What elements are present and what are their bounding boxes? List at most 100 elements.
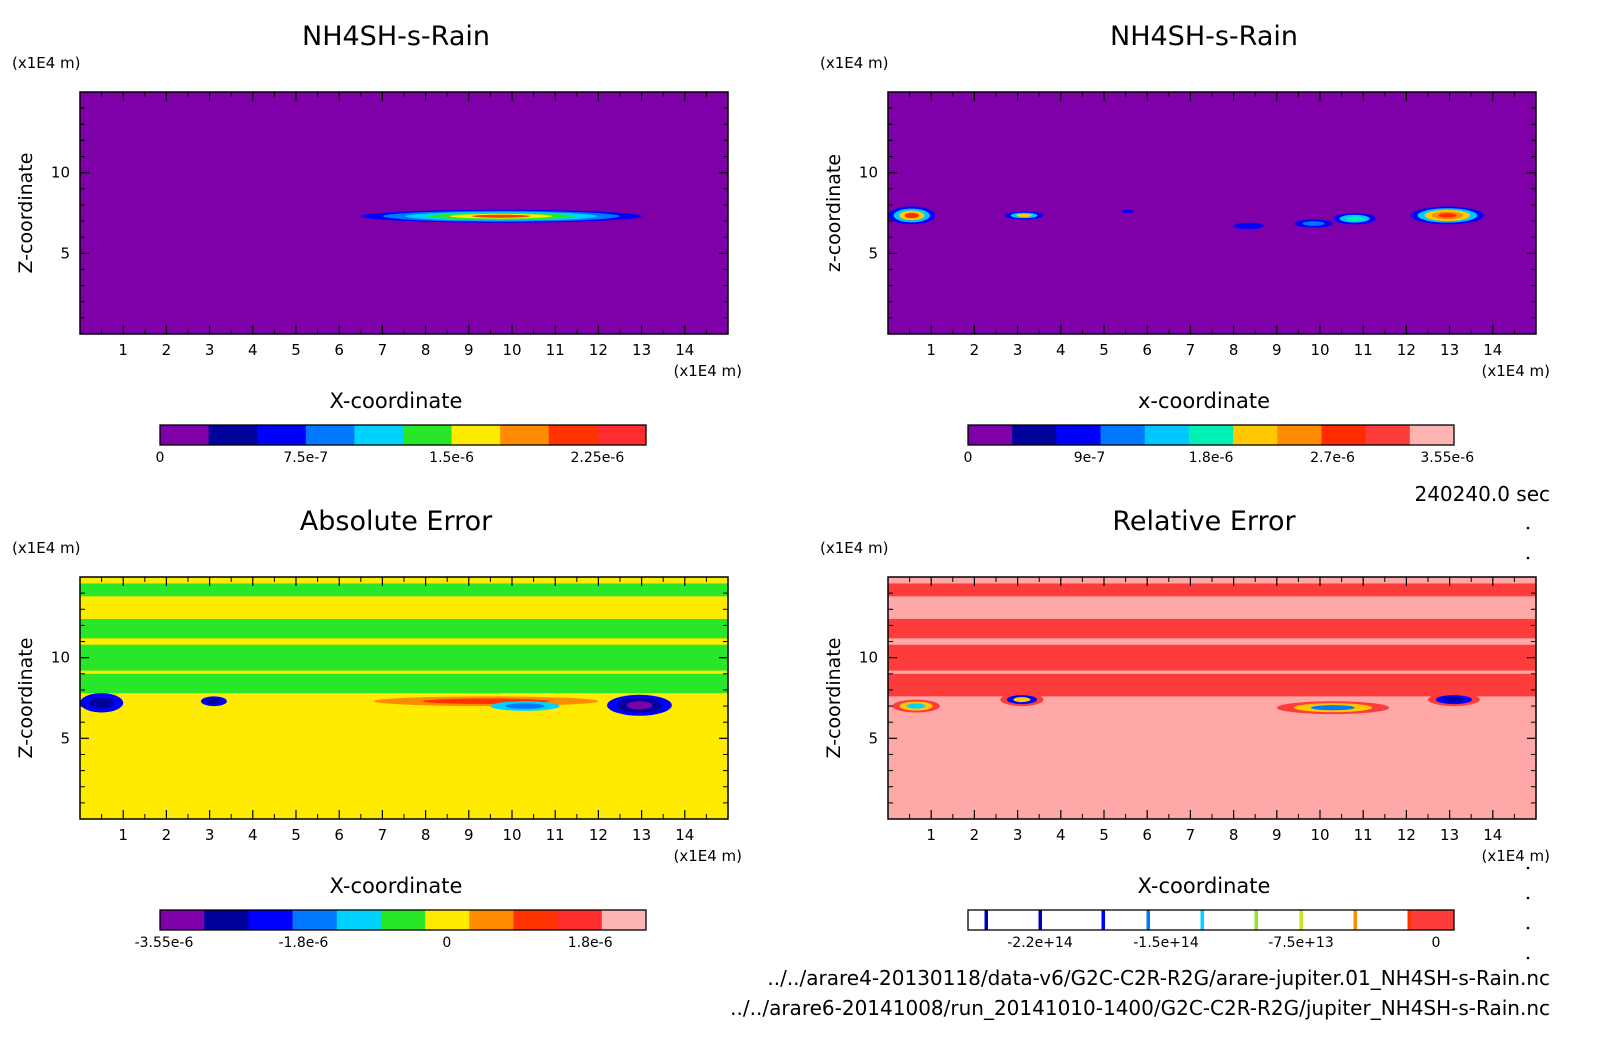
colorbar-mark (1353, 910, 1357, 930)
contour-region (1443, 697, 1465, 703)
contour-region (1346, 216, 1364, 221)
x-tick-label: 7 (378, 826, 388, 844)
colorbar-swatch (1012, 910, 1057, 930)
x-tick-label: 10 (1310, 826, 1329, 844)
x-tick-label: 5 (1099, 341, 1109, 359)
panel-1: NH4SH-s-Rain(x1E4 m)1 2 3 4 5 6 7 8 9 10 11 12 13 145… (12, 21, 742, 466)
colorbar-mark (1407, 910, 1411, 930)
colorbar-swatch (601, 910, 647, 930)
contour-band (888, 583, 1536, 597)
panel-title: NH4SH-s-Rain (302, 21, 490, 52)
contour-region (906, 703, 926, 709)
colorbar-swatch (513, 910, 559, 930)
x-tick-label: 1 (118, 341, 128, 359)
y-unit-label: (x1E4 m) (12, 54, 81, 72)
x-tick-label: 11 (546, 341, 565, 359)
x-tick-label: 14 (1483, 341, 1502, 359)
x-unit-label: (x1E4 m) (1481, 847, 1550, 865)
colorbar-tick-label: 0 (964, 450, 973, 466)
x-tick-label: 12 (1397, 341, 1416, 359)
x-tick-label: 2 (162, 341, 172, 359)
contour-region (206, 698, 222, 704)
colorbar-swatch (1321, 910, 1367, 930)
contour-band (888, 644, 1536, 671)
colorbar-swatch (1100, 910, 1146, 930)
dot-mark (1526, 956, 1530, 960)
contour-region (904, 212, 919, 219)
colorbar: -3.55e-6 -1.8e-6 0 1.8e-6 (135, 909, 647, 951)
x-axis-label: x-coordinate (1138, 389, 1270, 413)
x-tick-label: 6 (334, 341, 344, 359)
colorbar-swatch (1409, 910, 1455, 930)
x-tick-label: 6 (334, 826, 344, 844)
x-tick-label: 10 (502, 826, 521, 844)
panel-title: NH4SH-s-Rain (1110, 21, 1298, 52)
x-tick-label: 10 (502, 341, 521, 359)
colorbar-swatch (257, 425, 307, 445)
panel-2: NH4SH-s-Rain(x1E4 m)1 2 3 4 5 6 7 8 9 10 11 12 13 145… (820, 21, 1550, 466)
y-tick-label: 10 (859, 164, 878, 182)
x-tick-label: 9 (464, 826, 474, 844)
y-tick-label: 5 (60, 244, 70, 262)
x-tick-label: 13 (1440, 826, 1459, 844)
colorbar-tick-label: 2.7e-6 (1310, 450, 1355, 466)
y-unit-label: (x1E4 m) (12, 539, 81, 557)
contour-band (80, 673, 728, 694)
colorbar-mark (1299, 910, 1303, 930)
contour-band (80, 618, 728, 639)
field-contours (888, 583, 1536, 715)
x-unit-label: (x1E4 m) (673, 847, 742, 865)
colorbar-tick-label: 0 (1432, 935, 1441, 951)
colorbar: 0 9e-7 1.8e-6 2.7e-6 3.55e-6 (964, 424, 1474, 466)
colorbar-swatch (557, 910, 603, 930)
colorbar-swatch (204, 910, 249, 930)
colorbar-swatch (1277, 425, 1322, 445)
y-tick-label: 5 (60, 729, 70, 747)
y-tick-label: 10 (51, 164, 70, 182)
colorbar-tick-label: 1.5e-6 (429, 450, 474, 466)
dot-mark (1526, 926, 1530, 930)
y-axis-label: z-coordinate (823, 154, 845, 272)
x-tick-label: 2 (162, 826, 172, 844)
x-tick-label: 11 (1354, 826, 1373, 844)
colorbar-mark (1200, 910, 1204, 930)
colorbar-swatch (1321, 425, 1367, 445)
colorbar-swatch (1144, 910, 1190, 930)
colorbar: 0 7.5e-7 1.5e-6 2.25e-6 (156, 424, 647, 466)
time-label: 240240.0 sec (1414, 482, 1550, 506)
dot-mark (1526, 866, 1530, 870)
file-path-1: ../../arare4-20130118/data-v6/G2C-C2R-R2… (767, 966, 1550, 990)
contour-region (89, 697, 114, 709)
colorbar-mark (1254, 910, 1258, 930)
y-tick-label: 5 (868, 729, 878, 747)
colorbar-swatch (292, 910, 338, 930)
colorbar-tick-label: 1.8e-6 (568, 935, 613, 951)
x-tick-label: 3 (1013, 826, 1023, 844)
colorbar-swatch (451, 425, 501, 445)
colorbar-frame (159, 424, 647, 446)
y-axis-label: Z-coordinate (823, 638, 845, 759)
colorbar-frame (159, 909, 647, 931)
colorbar-swatch (469, 910, 514, 930)
colorbar-swatch (248, 910, 294, 930)
panel-title: Absolute Error (300, 506, 493, 537)
x-unit-label: (x1E4 m) (673, 362, 742, 380)
dot-mark (1526, 526, 1530, 530)
colorbar-tick-label: 9e-7 (1074, 450, 1105, 466)
panel-4: Relative Error(x1E4 m)1 2 3 4 5 6 7 8 9 10 11 12 13 1… (820, 506, 1550, 951)
colorbar-swatch (1365, 425, 1411, 445)
colorbar-swatch (1409, 425, 1455, 445)
x-tick-label: 2 (970, 826, 980, 844)
contour-band (888, 618, 1536, 639)
colorbar-swatch (305, 425, 355, 445)
contour-band (80, 644, 728, 671)
x-tick-label: 9 (1272, 826, 1282, 844)
x-tick-label: 5 (1099, 826, 1109, 844)
contour-region (626, 701, 653, 710)
panel-3: Absolute Error(x1E4 m)1 2 3 4 5 6 7 8 9 10 11 12 13 1… (12, 506, 742, 951)
x-tick-label: 7 (378, 341, 388, 359)
colorbar-swatch (968, 425, 1013, 445)
x-tick-label: 8 (421, 826, 431, 844)
x-axis-label: X-coordinate (330, 389, 463, 413)
